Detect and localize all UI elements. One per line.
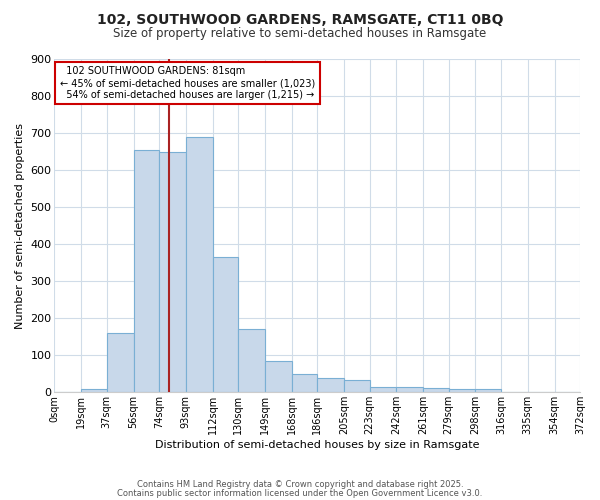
Bar (344, 380, 370, 392)
Text: 102 SOUTHWOOD GARDENS: 81sqm  
← 45% of semi-detached houses are smaller (1,023): 102 SOUTHWOOD GARDENS: 81sqm ← 45% of se… (60, 66, 316, 100)
Bar (82, 390, 107, 392)
Text: Size of property relative to semi-detached houses in Ramsgate: Size of property relative to semi-detach… (113, 28, 487, 40)
Text: Contains HM Land Registry data © Crown copyright and database right 2025.: Contains HM Land Registry data © Crown c… (137, 480, 463, 489)
Bar (423, 388, 449, 392)
Bar (475, 390, 501, 392)
Bar (449, 388, 475, 392)
Bar (292, 374, 317, 392)
Text: 102, SOUTHWOOD GARDENS, RAMSGATE, CT11 0BQ: 102, SOUTHWOOD GARDENS, RAMSGATE, CT11 0… (97, 12, 503, 26)
Bar (107, 333, 134, 392)
Bar (317, 378, 344, 392)
Bar (134, 150, 159, 392)
Bar (212, 257, 238, 392)
Bar (265, 361, 292, 392)
Y-axis label: Number of semi-detached properties: Number of semi-detached properties (15, 122, 25, 328)
X-axis label: Distribution of semi-detached houses by size in Ramsgate: Distribution of semi-detached houses by … (155, 440, 479, 450)
Bar (397, 388, 423, 392)
Bar (159, 152, 186, 392)
Bar (370, 386, 397, 392)
Bar (238, 330, 265, 392)
Bar (186, 137, 212, 392)
Text: Contains public sector information licensed under the Open Government Licence v3: Contains public sector information licen… (118, 488, 482, 498)
